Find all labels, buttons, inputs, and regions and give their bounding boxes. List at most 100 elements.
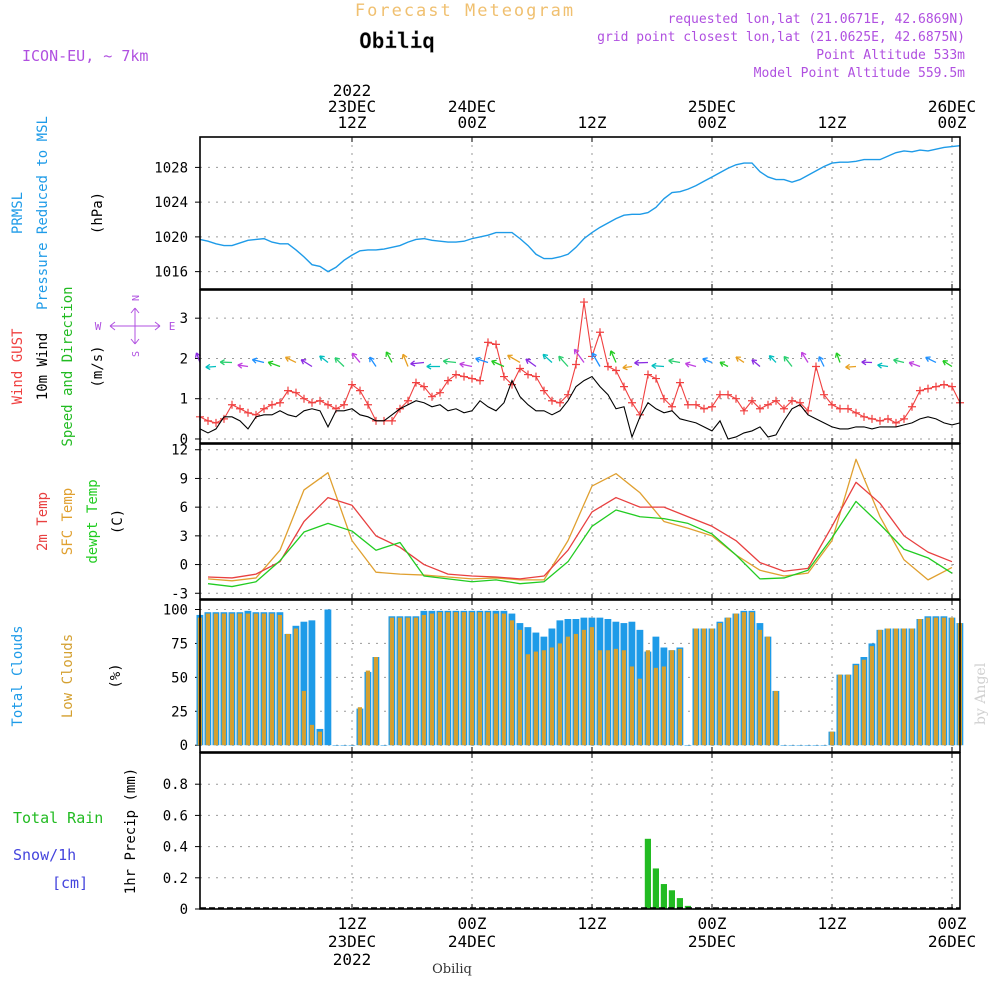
rain-bar: [644, 838, 651, 909]
y-tick-label: 50: [171, 670, 188, 686]
panel-frame: [199, 752, 961, 910]
wind-direction-arrowhead: [908, 360, 915, 367]
wind-direction-arrowhead: [702, 357, 708, 364]
gust-marker: [940, 380, 948, 389]
top-time-label: 12Z: [338, 113, 367, 132]
low-cloud-bar: [877, 629, 882, 746]
chart-title: Forecast Meteogram: [355, 1, 575, 21]
top-time-label: 25DEC: [688, 97, 736, 116]
gust-marker: [564, 390, 572, 399]
gust-marker: [212, 418, 220, 427]
low-cloud-bar: [741, 612, 746, 746]
wind-direction-arrowhead: [401, 353, 408, 360]
panel-frame: [199, 443, 961, 600]
wind-direction-arrowhead: [542, 353, 549, 360]
low-cloud-bar: [437, 612, 442, 746]
low-cloud-bar: [949, 617, 954, 746]
low-cloud-bar: [773, 690, 778, 746]
low-cloud-bar: [389, 617, 394, 746]
gust-marker: [300, 394, 308, 403]
requested-coords: requested lon,lat (21.0671E, 42.6869N): [668, 12, 965, 27]
top-time-label: 12Z: [818, 113, 847, 132]
wind-direction-arrowhead: [834, 352, 841, 358]
low-cloud-bar: [645, 650, 650, 746]
wind-direction-arrowhead: [525, 358, 531, 365]
gust-marker: [356, 386, 364, 395]
wind-direction-arrowhead: [369, 356, 375, 363]
top-time-label: 00Z: [458, 113, 487, 132]
y-tick-label: 0.2: [163, 871, 188, 887]
gust-marker: [780, 404, 788, 413]
total-cloud-bar: [780, 745, 788, 746]
bottom-time-label: 25DEC: [688, 932, 736, 951]
gust-marker: [724, 390, 732, 399]
wind-direction-arrowhead: [459, 361, 465, 368]
wind-direction-arrowhead: [442, 358, 449, 365]
y-axis-label: PRMSL: [10, 192, 26, 234]
gust-marker: [684, 400, 692, 409]
wind-direction-arrowhead: [783, 355, 790, 362]
low-cloud-bar: [397, 617, 402, 746]
gust-marker: [228, 400, 236, 409]
low-cloud-bar: [845, 674, 850, 746]
gust-marker: [556, 398, 564, 407]
legend-snow: Snow/1h: [13, 846, 76, 864]
total-cloud-bar: [324, 609, 332, 746]
gust-marker: [316, 396, 324, 405]
wind-direction-arrow: [491, 360, 505, 368]
gust-marker: [532, 372, 540, 381]
low-cloud-bar: [933, 617, 938, 746]
gust-marker: [324, 400, 332, 409]
wind-direction-arrowhead: [751, 359, 757, 365]
wind-direction-arrow: [385, 351, 393, 363]
gust-marker: [852, 408, 860, 417]
low-cloud-bar: [205, 613, 210, 746]
gust-marker: [436, 388, 444, 397]
low-cloud-bar: [661, 666, 666, 746]
low-cloud-bar: [613, 648, 618, 746]
low-cloud-bar: [517, 629, 522, 746]
gust-marker: [444, 376, 452, 385]
wind-direction-arrowhead: [475, 356, 481, 363]
gust-marker: [660, 394, 668, 403]
low-cloud-bar: [677, 648, 682, 746]
y-tick-label: 1: [180, 392, 188, 408]
gust-marker: [612, 366, 620, 375]
y-tick-label: 12: [171, 443, 188, 459]
low-cloud-bar: [421, 614, 426, 746]
y-axis-label: dewpt Temp: [85, 479, 101, 563]
low-cloud-bar: [501, 613, 506, 746]
low-cloud-bar: [565, 636, 570, 746]
model-altitude: Model Point Altitude 559.5m: [754, 66, 965, 81]
y-tick-label: 0.8: [163, 777, 188, 793]
gust-marker: [292, 388, 300, 397]
y-tick-label: 100: [163, 603, 188, 619]
bottom-time-label: 00Z: [458, 914, 487, 933]
low-cloud-bar: [357, 707, 362, 746]
y-axis-label: SFC Temp: [60, 488, 76, 555]
low-cloud-bar: [269, 613, 274, 746]
y-tick-label: 25: [171, 704, 188, 720]
bottom-time-label: 23DEC: [328, 932, 376, 951]
panel-frame: [199, 289, 961, 444]
wind-direction-arrow: [443, 360, 457, 364]
gust-marker: [884, 414, 892, 423]
low-cloud-bar: [365, 670, 370, 746]
low-cloud-bar: [765, 636, 770, 746]
y-axis-label: (C): [110, 509, 126, 534]
y-tick-label: 0: [180, 738, 188, 754]
gust-marker: [700, 404, 708, 413]
y-tick-label: 0: [180, 902, 188, 918]
top-time-label: 12Z: [578, 113, 607, 132]
low-cloud-bar: [733, 613, 738, 746]
y-tick-label: 0.4: [163, 840, 188, 856]
wind-direction-arrowhead: [609, 350, 616, 356]
wind-direction-arrowhead: [385, 351, 391, 357]
gust-marker: [412, 378, 420, 387]
wind-direction-arrow: [818, 356, 825, 367]
low-cloud-bar: [829, 731, 834, 746]
gust-marker: [388, 416, 396, 425]
